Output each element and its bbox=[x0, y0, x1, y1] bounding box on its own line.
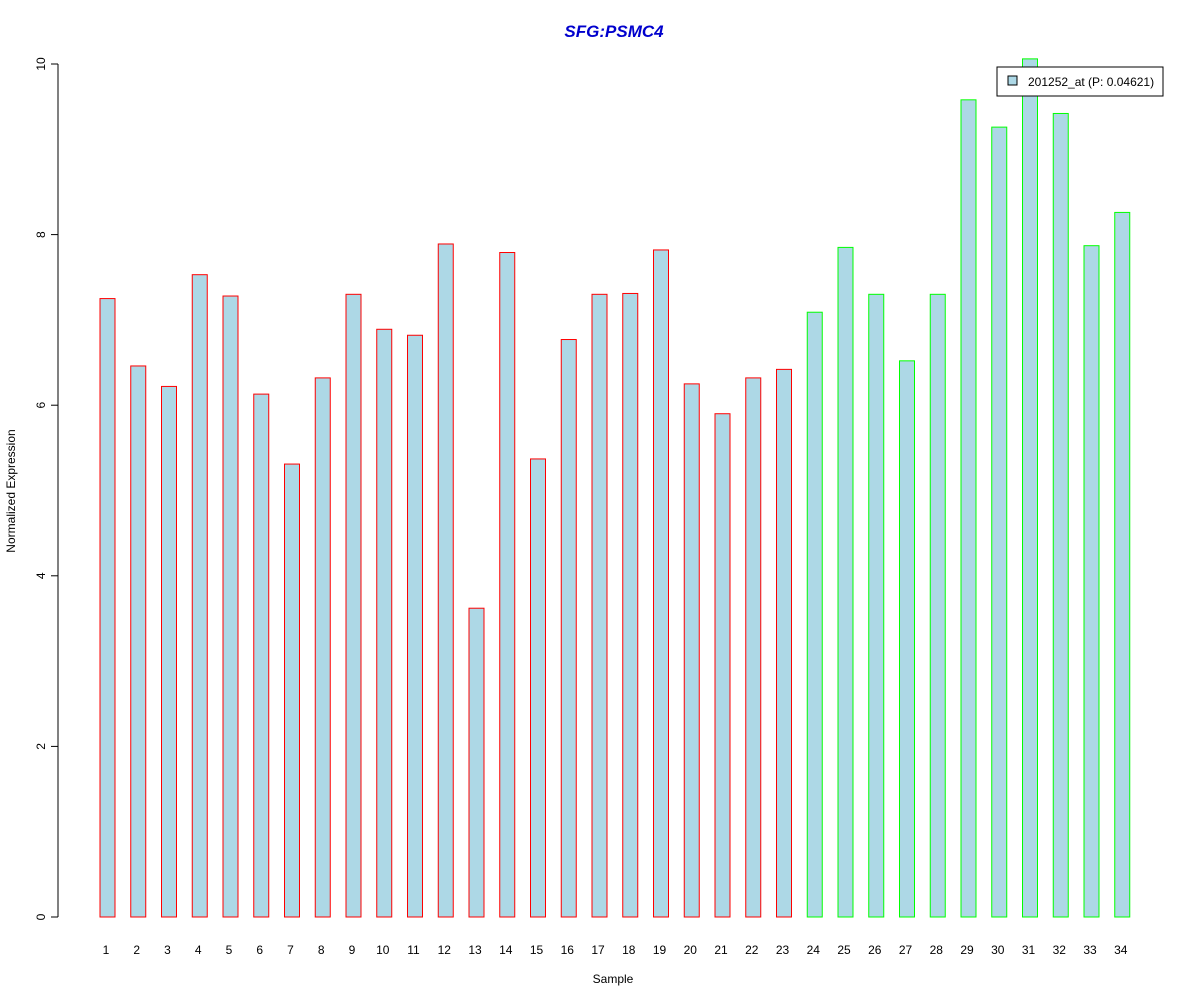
x-tick-label: 33 bbox=[1083, 943, 1097, 957]
bar-sample-20 bbox=[683, 383, 700, 918]
x-tick-label: 11 bbox=[407, 943, 420, 957]
bar-sample-12 bbox=[437, 243, 454, 918]
y-tick-label: 10 bbox=[34, 57, 48, 71]
x-tick-label: 7 bbox=[287, 943, 294, 957]
bar-sample-4 bbox=[191, 274, 208, 918]
x-tick-label: 3 bbox=[164, 943, 171, 957]
bar-sample-5 bbox=[222, 295, 239, 918]
x-tick-label: 19 bbox=[653, 943, 667, 957]
x-tick-label: 29 bbox=[960, 943, 974, 957]
x-tick-label: 21 bbox=[714, 943, 728, 957]
bar-sample-25 bbox=[837, 246, 854, 918]
x-tick-label: 28 bbox=[930, 943, 944, 957]
bar-sample-31 bbox=[1022, 58, 1038, 918]
bar-sample-7 bbox=[284, 463, 300, 918]
y-tick-label: 0 bbox=[34, 913, 48, 920]
x-tick-label: 17 bbox=[591, 943, 605, 957]
x-tick-label: 23 bbox=[776, 943, 790, 957]
y-tick-label: 4 bbox=[34, 572, 48, 579]
bar-sample-13 bbox=[468, 607, 485, 918]
x-tick-label: 13 bbox=[468, 943, 482, 957]
bar-sample-18 bbox=[622, 292, 639, 918]
bar-sample-23 bbox=[776, 368, 792, 918]
x-tick-label: 18 bbox=[622, 943, 636, 957]
y-tick-label: 2 bbox=[34, 743, 48, 750]
x-tick-label: 16 bbox=[561, 943, 575, 957]
legend: 201252_at (P: 0.04621) bbox=[996, 66, 1164, 97]
x-tick-label: 27 bbox=[899, 943, 913, 957]
x-tick-label: 25 bbox=[837, 943, 851, 957]
x-tick-label: 15 bbox=[530, 943, 544, 957]
legend-box bbox=[996, 66, 1164, 97]
bar-sample-27 bbox=[899, 360, 915, 918]
bar-sample-34 bbox=[1114, 211, 1131, 918]
bar-sample-3 bbox=[161, 385, 177, 918]
x-tick-label: 30 bbox=[991, 943, 1005, 957]
y-tick-label: 8 bbox=[34, 231, 48, 238]
bar-sample-26 bbox=[868, 293, 885, 918]
x-tick-label: 24 bbox=[807, 943, 821, 957]
x-tick-label: 5 bbox=[226, 943, 233, 957]
x-tick-label: 6 bbox=[256, 943, 263, 957]
bar-sample-24 bbox=[806, 311, 823, 918]
bar-sample-2 bbox=[130, 365, 147, 918]
x-tick-label: 2 bbox=[133, 943, 140, 957]
x-tick-label: 8 bbox=[318, 943, 325, 957]
bar-sample-22 bbox=[745, 377, 762, 918]
bar-sample-16 bbox=[560, 339, 577, 918]
bar-sample-1 bbox=[99, 298, 116, 918]
y-tick-label: 6 bbox=[34, 402, 48, 409]
x-tick-label: 34 bbox=[1114, 943, 1128, 957]
y-ticks: 0 2 4 6 8 10 bbox=[34, 57, 58, 920]
bars-layer bbox=[99, 58, 1131, 918]
bar-sample-32 bbox=[1052, 112, 1069, 918]
bar-sample-21 bbox=[714, 413, 731, 918]
bar-sample-14 bbox=[499, 252, 516, 918]
x-tick-label: 20 bbox=[684, 943, 698, 957]
x-tick-labels: 1 2 3 4 5 6 7 8 9 10 11 12 13 14 15 16 17 18 19 20 21 22 23 24 2… bbox=[103, 943, 1128, 957]
x-tick-label: 9 bbox=[349, 943, 356, 957]
legend-label: 201252_at (P: 0.04621) bbox=[1028, 75, 1154, 89]
x-tick-label: 22 bbox=[745, 943, 759, 957]
x-tick-label: 32 bbox=[1053, 943, 1067, 957]
legend-swatch bbox=[1007, 75, 1018, 86]
bar-sample-6 bbox=[253, 393, 270, 918]
x-tick-label: 1 bbox=[103, 943, 110, 957]
bar-sample-8 bbox=[314, 377, 331, 918]
bar-sample-30 bbox=[991, 126, 1008, 918]
x-tick-label: 26 bbox=[868, 943, 882, 957]
y-axis-title: Normalized Expression bbox=[4, 429, 18, 552]
x-tick-label: 14 bbox=[499, 943, 513, 957]
bar-sample-10 bbox=[376, 328, 393, 918]
bar-sample-19 bbox=[653, 249, 669, 918]
x-tick-label: 10 bbox=[376, 943, 390, 957]
x-tick-label: 4 bbox=[195, 943, 202, 957]
x-axis-title: Sample bbox=[593, 972, 634, 986]
bar-sample-29 bbox=[960, 99, 977, 918]
x-tick-label: 31 bbox=[1022, 943, 1036, 957]
bar-sample-15 bbox=[530, 458, 546, 918]
bar-sample-11 bbox=[407, 334, 423, 918]
bar-sample-17 bbox=[591, 293, 608, 918]
chart-title: SFG:PSMC4 bbox=[564, 22, 664, 41]
bar-sample-9 bbox=[345, 293, 362, 918]
bar-sample-28 bbox=[929, 293, 946, 918]
bar-sample-33 bbox=[1083, 245, 1100, 918]
x-tick-label: 12 bbox=[438, 943, 452, 957]
